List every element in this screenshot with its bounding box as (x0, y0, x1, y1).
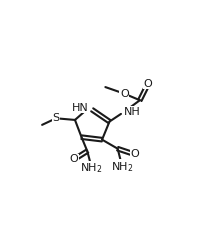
Text: NH$_2$: NH$_2$ (110, 160, 133, 174)
Text: HN: HN (72, 103, 89, 113)
Text: O: O (131, 149, 139, 159)
Text: S: S (53, 113, 60, 123)
Text: O: O (120, 89, 129, 99)
Text: NH$_2$: NH$_2$ (80, 162, 103, 175)
Text: O: O (70, 154, 78, 164)
Text: NH: NH (124, 107, 141, 117)
Text: O: O (144, 79, 152, 89)
